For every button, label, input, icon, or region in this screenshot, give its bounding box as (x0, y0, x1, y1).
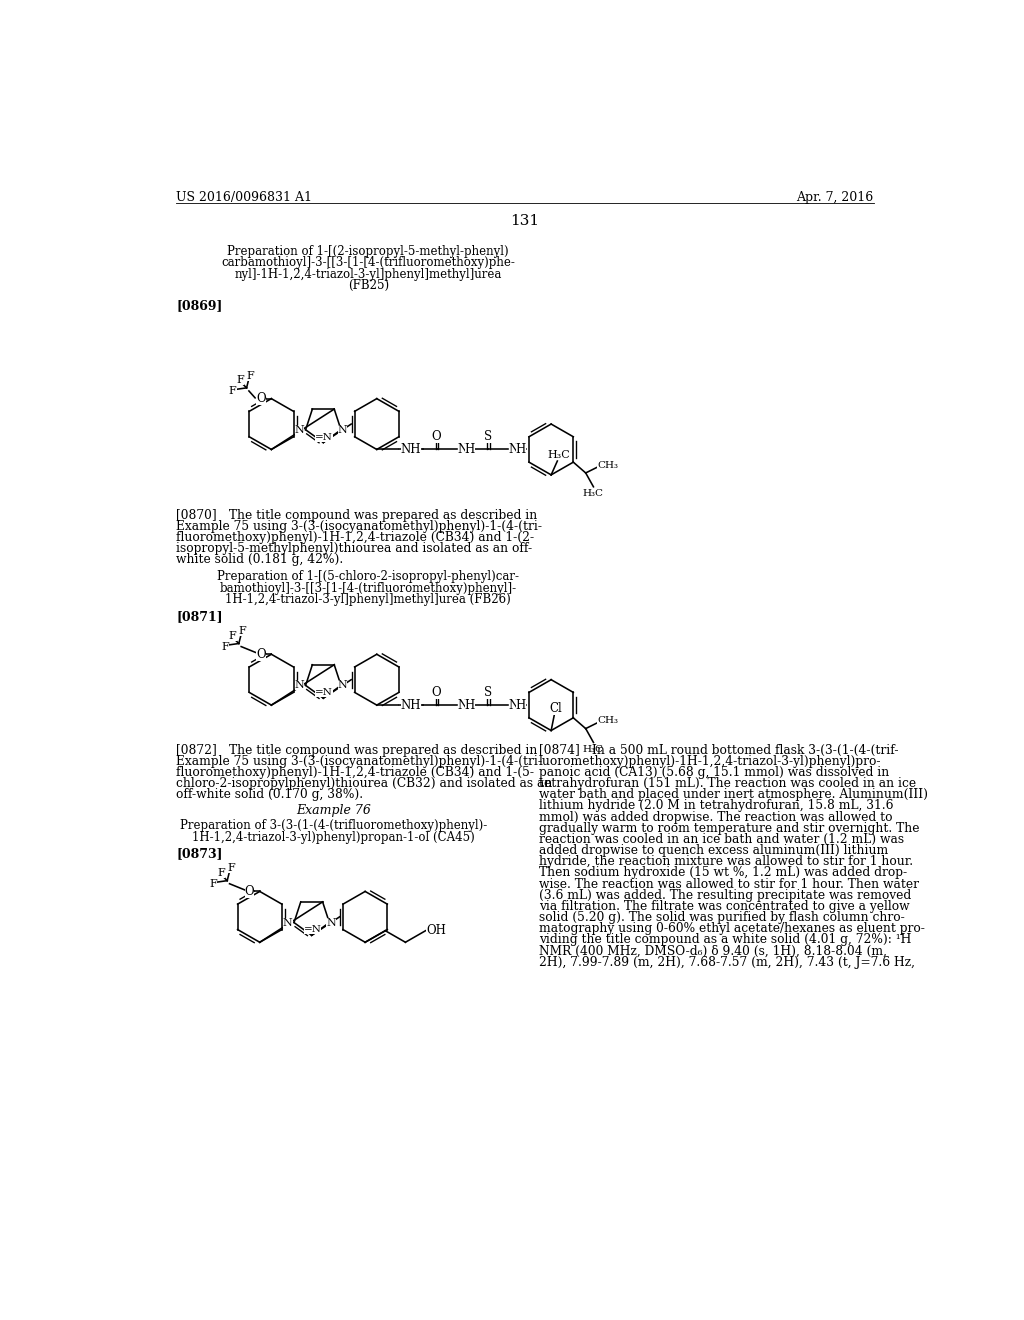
Text: H₃C: H₃C (548, 450, 570, 459)
Text: O: O (256, 648, 266, 661)
Text: Example 76: Example 76 (296, 804, 371, 817)
Text: [0870] The title compound was prepared as described in: [0870] The title compound was prepared a… (176, 508, 538, 521)
Text: O: O (245, 884, 255, 898)
Text: bamothioyl]-3-[[3-[1-[4-(trifluoromethoxy)phenyl]-: bamothioyl]-3-[[3-[1-[4-(trifluoromethox… (220, 582, 517, 595)
Text: F: F (247, 371, 254, 380)
Text: O: O (256, 392, 266, 405)
Text: N: N (338, 425, 347, 434)
Text: fluoromethoxy)phenyl)-1H-1,2,4-triazole (CB34) and 1-(2-: fluoromethoxy)phenyl)-1H-1,2,4-triazole … (176, 531, 535, 544)
Text: OH: OH (426, 924, 446, 937)
Text: matography using 0-60% ethyl acetate/hexanes as eluent pro-: matography using 0-60% ethyl acetate/hex… (539, 923, 925, 936)
Text: H: H (516, 698, 526, 711)
Text: white solid (0.181 g, 42%).: white solid (0.181 g, 42%). (176, 553, 343, 566)
Text: reaction was cooled in an ice bath and water (1.2 mL) was: reaction was cooled in an ice bath and w… (539, 833, 904, 846)
Text: H: H (465, 698, 475, 711)
Text: N: N (509, 444, 519, 455)
Text: hydride, the reaction mixture was allowed to stir for 1 hour.: hydride, the reaction mixture was allowe… (539, 855, 912, 869)
Text: [0872] The title compound was prepared as described in: [0872] The title compound was prepared a… (176, 743, 538, 756)
Text: NMR (400 MHz, DMSO-d₆) δ 9.40 (s, 1H), 8.18-8.04 (m,: NMR (400 MHz, DMSO-d₆) δ 9.40 (s, 1H), 8… (539, 945, 887, 957)
Text: F: F (228, 385, 237, 396)
Text: viding the title compound as a white solid (4.01 g, 72%): ¹H: viding the title compound as a white sol… (539, 933, 911, 946)
Text: Apr. 7, 2016: Apr. 7, 2016 (797, 190, 873, 203)
Text: Preparation of 1-[(2-isopropyl-5-methyl-phenyl): Preparation of 1-[(2-isopropyl-5-methyl-… (227, 244, 509, 257)
Text: wise. The reaction was allowed to stir for 1 hour. Then water: wise. The reaction was allowed to stir f… (539, 878, 919, 891)
Text: solid (5.20 g). The solid was purified by flash column chro-: solid (5.20 g). The solid was purified b… (539, 911, 904, 924)
Text: isopropyl-5-methylphenyl)thiourea and isolated as an off-: isopropyl-5-methylphenyl)thiourea and is… (176, 543, 532, 556)
Text: Then sodium hydroxide (15 wt %, 1.2 mL) was added drop-: Then sodium hydroxide (15 wt %, 1.2 mL) … (539, 866, 907, 879)
Text: chloro-2-isopropylphenyl)thiourea (CB32) and isolated as an: chloro-2-isopropylphenyl)thiourea (CB32)… (176, 777, 552, 791)
Text: O: O (432, 430, 441, 444)
Text: H: H (516, 444, 526, 455)
Text: F: F (217, 869, 225, 878)
Text: [0873]: [0873] (176, 847, 222, 861)
Text: H₃C: H₃C (583, 490, 604, 498)
Text: (FB25): (FB25) (348, 280, 389, 292)
Text: gradually warm to room temperature and stir overnight. The: gradually warm to room temperature and s… (539, 822, 920, 834)
Text: off-white solid (0.170 g, 38%).: off-white solid (0.170 g, 38%). (176, 788, 364, 801)
Text: NH: NH (400, 698, 421, 711)
Text: (3.6 mL) was added. The resulting precipitate was removed: (3.6 mL) was added. The resulting precip… (539, 888, 911, 902)
Text: [0871]: [0871] (176, 610, 222, 623)
Text: 1H-1,2,4-triazol-3-yl)phenyl)propan-1-ol (CA45): 1H-1,2,4-triazol-3-yl)phenyl)propan-1-ol… (193, 830, 475, 843)
Text: Example 75 using 3-(3-(isocyanatomethyl)phenyl)-1-(4-(tri-: Example 75 using 3-(3-(isocyanatomethyl)… (176, 520, 542, 533)
Text: panoic acid (CA13) (5.68 g, 15.1 mmol) was dissolved in: panoic acid (CA13) (5.68 g, 15.1 mmol) w… (539, 766, 889, 779)
Text: nyl]-1H-1,2,4-triazol-3-yl]phenyl]methyl]urea: nyl]-1H-1,2,4-triazol-3-yl]phenyl]methyl… (234, 268, 502, 281)
Text: mmol) was added dropwise. The reaction was allowed to: mmol) was added dropwise. The reaction w… (539, 810, 892, 824)
Text: F: F (209, 879, 217, 888)
Text: S: S (483, 430, 492, 444)
Text: F: F (221, 642, 228, 652)
Text: water bath and placed under inert atmosphere. Aluminum(III): water bath and placed under inert atmosp… (539, 788, 928, 801)
Text: N: N (295, 680, 304, 690)
Text: F: F (227, 863, 234, 874)
Text: F: F (237, 375, 245, 385)
Text: =N: =N (315, 688, 333, 697)
Text: US 2016/0096831 A1: US 2016/0096831 A1 (176, 190, 312, 203)
Text: tetrahydrofuran (151 mL). The reaction was cooled in an ice: tetrahydrofuran (151 mL). The reaction w… (539, 777, 915, 791)
Text: =N: =N (303, 925, 322, 935)
Text: [0869]: [0869] (176, 300, 222, 313)
Text: N: N (458, 444, 468, 455)
Text: 2H), 7.99-7.89 (m, 2H), 7.68-7.57 (m, 2H), 7.43 (t, J=7.6 Hz,: 2H), 7.99-7.89 (m, 2H), 7.68-7.57 (m, 2H… (539, 956, 914, 969)
Text: Example 75 using 3-(3-(isocyanatomethyl)phenyl)-1-(4-(tri-: Example 75 using 3-(3-(isocyanatomethyl)… (176, 755, 542, 768)
Text: H: H (465, 444, 475, 455)
Text: 131: 131 (510, 214, 540, 228)
Text: N: N (295, 425, 304, 434)
Text: O: O (432, 685, 441, 698)
Text: N: N (509, 698, 519, 711)
Text: 1H-1,2,4-triazol-3-yl]phenyl]methyl]urea (FB26): 1H-1,2,4-triazol-3-yl]phenyl]methyl]urea… (225, 594, 511, 606)
Text: CH₃: CH₃ (597, 717, 617, 726)
Text: Preparation of 1-[(5-chloro-2-isopropyl-phenyl)car-: Preparation of 1-[(5-chloro-2-isopropyl-… (217, 570, 519, 583)
Text: fluoromethoxy)phenyl)-1H-1,2,4-triazole (CB34) and 1-(5-: fluoromethoxy)phenyl)-1H-1,2,4-triazole … (176, 766, 535, 779)
Text: via filtration. The filtrate was concentrated to give a yellow: via filtration. The filtrate was concent… (539, 900, 909, 913)
Text: =N: =N (315, 433, 333, 442)
Text: lithium hydride (2.0 M in tetrahydrofuran, 15.8 mL, 31.6: lithium hydride (2.0 M in tetrahydrofura… (539, 800, 893, 812)
Text: H₃C: H₃C (583, 744, 604, 754)
Text: N: N (326, 917, 336, 928)
Text: N: N (338, 680, 347, 690)
Text: luoromethoxy)phenyl)-1H-1,2,4-triazol-3-yl)phenyl)pro-: luoromethoxy)phenyl)-1H-1,2,4-triazol-3-… (539, 755, 882, 768)
Text: N: N (283, 917, 293, 928)
Text: F: F (228, 631, 237, 640)
Text: Cl: Cl (550, 702, 562, 715)
Text: carbamothioyl]-3-[[3-[1-[4-(trifluoromethoxy)phe-: carbamothioyl]-3-[[3-[1-[4-(trifluoromet… (221, 256, 515, 269)
Text: added dropwise to quench excess aluminum(III) lithium: added dropwise to quench excess aluminum… (539, 843, 888, 857)
Text: F: F (239, 626, 247, 636)
Text: Preparation of 3-(3-(1-(4-(trifluoromethoxy)phenyl)-: Preparation of 3-(3-(1-(4-(trifluorometh… (180, 818, 487, 832)
Text: N: N (458, 698, 468, 711)
Text: NH: NH (400, 444, 421, 455)
Text: CH₃: CH₃ (597, 461, 617, 470)
Text: [0874] In a 500 mL round bottomed flask 3-(3-(1-(4-(trif-: [0874] In a 500 mL round bottomed flask … (539, 743, 898, 756)
Text: S: S (483, 685, 492, 698)
